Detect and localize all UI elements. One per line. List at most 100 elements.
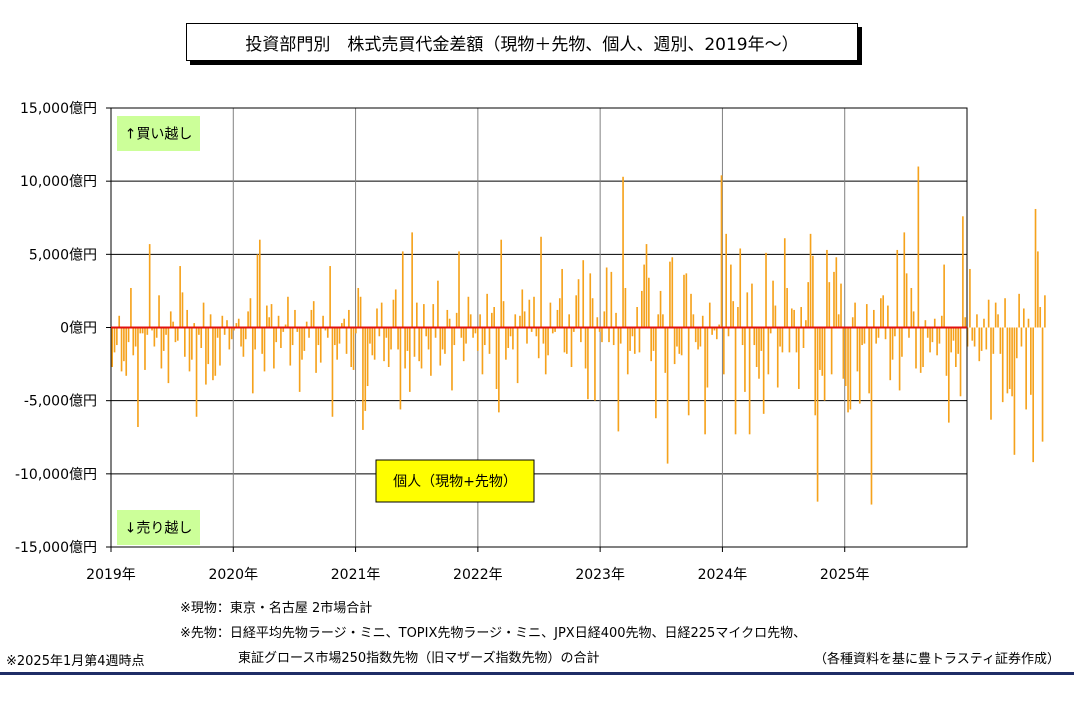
bar bbox=[819, 327, 821, 370]
bar bbox=[359, 296, 362, 328]
bar bbox=[495, 327, 498, 389]
bar bbox=[554, 327, 556, 332]
bar bbox=[849, 327, 852, 410]
bar bbox=[298, 327, 301, 392]
bar bbox=[844, 327, 847, 387]
bar bbox=[247, 311, 249, 328]
bar bbox=[856, 327, 859, 372]
bar bbox=[162, 327, 165, 351]
bar bbox=[317, 327, 320, 346]
note-source: （各種資料を基に豊トラスティ証券作成） bbox=[814, 652, 1060, 667]
bar bbox=[296, 327, 299, 332]
x-tick-label: 2024年 bbox=[698, 567, 748, 583]
bar bbox=[676, 327, 678, 347]
bar bbox=[912, 311, 915, 328]
bar bbox=[814, 327, 817, 416]
bar bbox=[258, 239, 261, 328]
bar bbox=[186, 309, 188, 328]
bar bbox=[113, 327, 116, 353]
bar bbox=[666, 327, 669, 464]
bar bbox=[561, 268, 563, 328]
bar bbox=[158, 295, 160, 328]
bar bbox=[790, 308, 793, 328]
bar bbox=[971, 327, 974, 341]
bar bbox=[369, 327, 371, 344]
bar bbox=[256, 254, 259, 328]
bar bbox=[244, 327, 247, 340]
bar bbox=[662, 314, 664, 328]
bar bbox=[444, 327, 446, 354]
bar bbox=[713, 327, 716, 331]
annotations: ↑買い越し ↓売り越し 個人（現物+先物） bbox=[117, 116, 535, 545]
bar bbox=[437, 280, 439, 328]
bar bbox=[1008, 327, 1011, 389]
bar bbox=[889, 327, 892, 381]
bar-series-individual bbox=[111, 166, 1046, 505]
bar bbox=[507, 327, 510, 348]
series-legend: 個人（現物+先物） bbox=[375, 459, 535, 503]
bar bbox=[512, 327, 514, 350]
bar bbox=[432, 304, 435, 328]
bar bbox=[134, 327, 137, 347]
sell-label-box bbox=[117, 510, 200, 545]
bar bbox=[423, 304, 425, 328]
bar bbox=[931, 327, 934, 343]
bar bbox=[404, 327, 406, 369]
bar bbox=[648, 277, 650, 328]
bar bbox=[287, 296, 289, 328]
bar bbox=[1025, 327, 1027, 410]
bar bbox=[427, 327, 430, 350]
bar bbox=[430, 327, 432, 376]
bar bbox=[303, 327, 306, 351]
bar bbox=[744, 327, 746, 392]
bar bbox=[411, 232, 413, 328]
bar bbox=[198, 327, 200, 335]
bar bbox=[315, 327, 317, 373]
bar bbox=[439, 327, 442, 366]
bar bbox=[338, 327, 341, 344]
weekly-net-trade-chart: 15,000億円 10,000億円 5,000億円 0億円 -5,000億円 -10,00… bbox=[15, 101, 1046, 583]
bar bbox=[776, 327, 779, 388]
bar bbox=[751, 283, 753, 328]
bar bbox=[807, 282, 810, 328]
bar bbox=[692, 314, 695, 328]
bar bbox=[399, 327, 402, 410]
bar bbox=[364, 327, 367, 411]
note-genbutsu: ※現物：東京・名古屋 2市場合計 bbox=[180, 601, 373, 616]
bar bbox=[955, 327, 957, 368]
tick-labels: 15,000億円 10,000億円 5,000億円 0億円 -5,000億円 -10,00… bbox=[15, 101, 870, 583]
bar bbox=[633, 327, 636, 354]
bar bbox=[542, 327, 545, 344]
bar bbox=[392, 299, 395, 328]
bar bbox=[805, 320, 807, 328]
bar bbox=[631, 327, 634, 337]
bar bbox=[184, 327, 186, 357]
bar bbox=[390, 327, 392, 350]
bar bbox=[690, 293, 692, 328]
note-timestamp: ※2025年1月第4週時点 bbox=[6, 654, 145, 669]
bar bbox=[383, 327, 385, 362]
bar bbox=[195, 327, 198, 417]
bar bbox=[741, 327, 744, 346]
bar bbox=[280, 327, 282, 348]
bar bbox=[605, 267, 608, 328]
bar bbox=[336, 327, 338, 360]
bar bbox=[997, 314, 999, 328]
bar bbox=[498, 327, 500, 413]
bar bbox=[783, 238, 786, 328]
bar bbox=[420, 327, 423, 369]
bar bbox=[465, 327, 467, 344]
bar bbox=[324, 327, 327, 331]
bar bbox=[826, 249, 828, 328]
bar bbox=[769, 327, 772, 334]
bar bbox=[727, 327, 730, 337]
bar bbox=[233, 327, 235, 331]
bar bbox=[877, 327, 880, 338]
bar bbox=[655, 327, 657, 419]
bar bbox=[608, 327, 610, 343]
bar bbox=[708, 302, 711, 328]
bar bbox=[795, 327, 798, 353]
bar bbox=[833, 271, 835, 328]
bar bbox=[1032, 327, 1034, 463]
bar bbox=[624, 287, 627, 328]
